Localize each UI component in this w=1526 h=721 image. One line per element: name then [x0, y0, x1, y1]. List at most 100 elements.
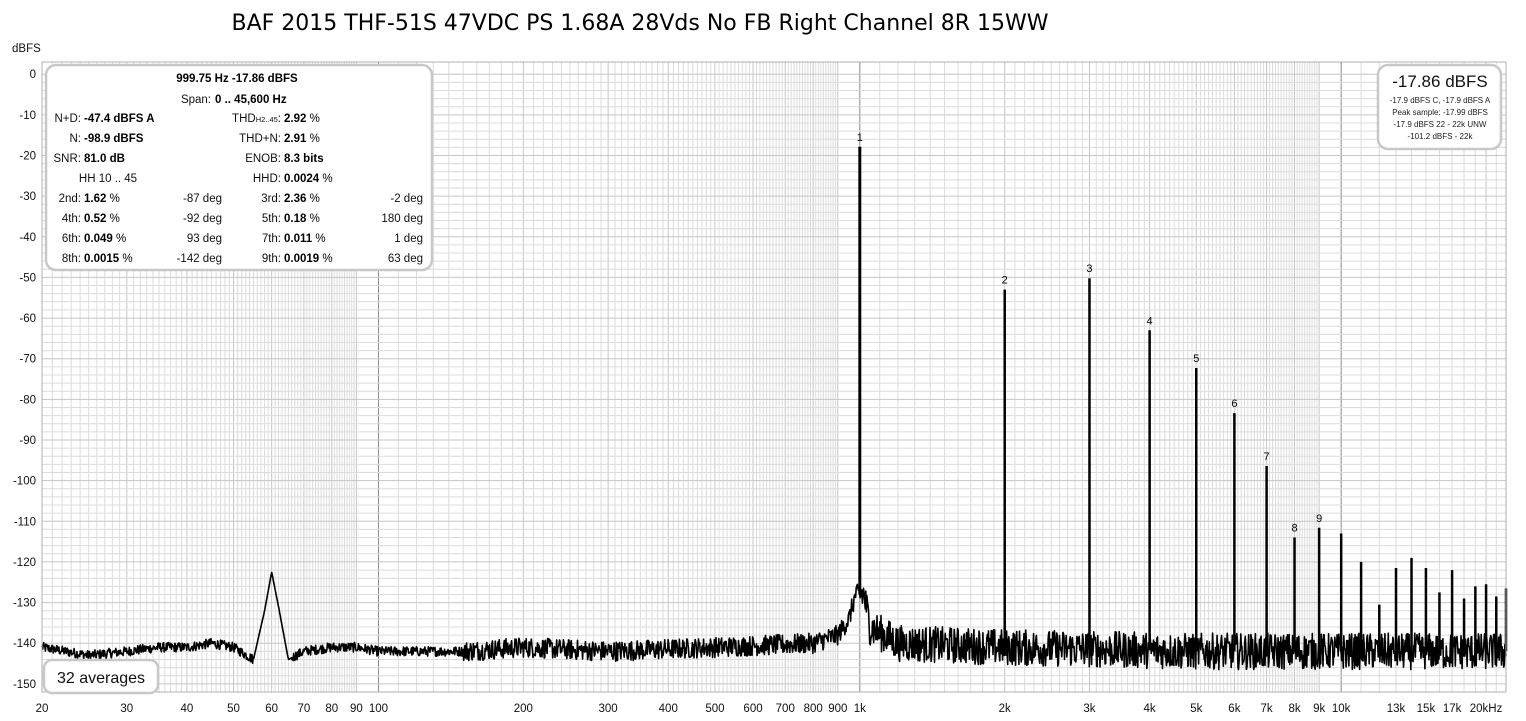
stat-label: HH 10 .. 45: [79, 173, 137, 185]
level-detail-line: -17.9 dBFS C, -17.9 dBFS A: [1390, 96, 1491, 105]
stats-span-label: Span:: [181, 94, 211, 106]
harmonic-label: 5: [1193, 353, 1199, 365]
stats-panel: 999.75 Hz -17.86 dBFS Span: 0 .. 45,600 …: [44, 63, 434, 272]
harmonic-percent: 2.36 %: [284, 193, 320, 205]
y-tick-label: -50: [19, 272, 36, 284]
y-tick-label: -150: [13, 679, 36, 691]
x-tick-label: 6k: [1228, 703, 1240, 715]
y-tick-label: -90: [19, 435, 36, 447]
harmonic-order-label: 4th:: [62, 213, 81, 225]
stats-span-value: 0 .. 45,600 Hz: [215, 94, 287, 106]
stat-value: 81.0 dB: [84, 153, 125, 165]
x-tick-label: 30: [120, 703, 133, 715]
stat-value: -47.4 dBFS A: [84, 113, 155, 125]
harmonic-phase: -142 deg: [177, 253, 222, 265]
harmonic-order-label: 9th:: [262, 253, 281, 265]
y-tick-label: -40: [19, 232, 36, 244]
harmonic-order-label: 8th:: [62, 253, 81, 265]
x-tick-label: 200: [514, 703, 533, 715]
chart-title: BAF 2015 THF-51S 47VDC PS 1.68A 28Vds No…: [231, 11, 1048, 36]
x-tick-label: 80: [325, 703, 338, 715]
averages-panel: 32 averages: [42, 658, 160, 695]
y-tick-label: -10: [19, 110, 36, 122]
y-tick-label: -110: [14, 516, 36, 528]
x-tick-label: 600: [743, 703, 762, 715]
harmonic-percent: 0.011 %: [284, 233, 326, 245]
harmonic-percent: 0.0019 %: [284, 253, 333, 265]
averages-label: 32 averages: [57, 670, 145, 687]
y-tick-label: -120: [13, 557, 36, 569]
stat-value: 2.91 %: [284, 133, 320, 145]
x-tick-label: 60: [265, 703, 278, 715]
level-detail-line: -17.9 dBFS 22 - 22k UNW: [1394, 120, 1487, 129]
stat-label: THDH2..45:: [232, 113, 281, 125]
x-tick-label: 3k: [1083, 703, 1095, 715]
y-tick-label: -130: [13, 598, 36, 610]
stat-value: -98.9 dBFS: [84, 133, 144, 145]
stat-value: 8.3 bits: [284, 153, 324, 165]
x-tick-label: 40: [181, 703, 194, 715]
harmonic-phase: 180 deg: [381, 213, 423, 225]
level-details: -17.9 dBFS C, -17.9 dBFS A Peak sample: -…: [1390, 96, 1491, 141]
harmonic-order-label: 2nd:: [59, 193, 81, 205]
harmonic-percent: 0.0015 %: [84, 253, 133, 265]
harmonic-order-label: 5th:: [262, 213, 281, 225]
x-tick-label: 90: [350, 703, 363, 715]
stat-label: N:: [70, 133, 82, 145]
y-tick-label: -30: [19, 191, 36, 203]
harmonic-percent: 1.62 %: [84, 193, 120, 205]
harmonic-label: 9: [1316, 513, 1322, 525]
y-tick-label: -20: [19, 150, 36, 162]
x-tick-label: 17k: [1443, 703, 1462, 715]
level-panel: -17.86 dBFS -17.9 dBFS C, -17.9 dBFS A Pe…: [1376, 63, 1503, 151]
y-tick-label: -100: [13, 476, 36, 488]
stat-label: THD+N:: [239, 133, 281, 145]
harmonic-label: 7: [1264, 451, 1270, 463]
stat-label: N+D:: [54, 113, 81, 125]
stats-fundamental: 999.75 Hz -17.86 dBFS: [176, 73, 298, 85]
harmonic-distortion-rows: 2nd: 1.62 % -87 deg 3rd: 2.36 % -2 deg 4th: 0.5…: [59, 193, 423, 265]
x-tick-label: 800: [804, 703, 823, 715]
y-axis-ticks: 0 -10 -20 -30 -40 -50 -60 -70 -80 -90 -100 -110 -120…: [13, 69, 36, 691]
x-tick-label: 900: [828, 703, 847, 715]
noise-floor-line: [41, 571, 1507, 671]
plot-frame: [41, 61, 1507, 693]
level-detail-line: -101.2 dBFS - 22k: [1408, 132, 1474, 141]
harmonic-phase: -2 deg: [390, 193, 423, 205]
y-tick-label: -60: [19, 313, 36, 325]
harmonic-markers: 1 2 3 4 5 6 7 8 9: [857, 132, 1322, 535]
x-tick-label: 7k: [1261, 703, 1273, 715]
stat-value: 2.92 %: [284, 113, 320, 125]
x-tick-label: 5k: [1190, 703, 1202, 715]
y-tick-label: 0: [30, 69, 36, 81]
x-axis-ticks: 20 30 40 50 60 70 80 90 100 200 300 400 500 600 700 800…: [36, 703, 1503, 715]
y-tick-label: -80: [19, 394, 36, 406]
harmonic-label: 8: [1291, 523, 1297, 535]
stat-value: 0.0024 %: [284, 173, 333, 185]
x-tick-label: 8k: [1288, 703, 1300, 715]
x-tick-label: 1k: [854, 703, 866, 715]
x-tick-label: 20: [36, 703, 49, 715]
harmonic-label: 4: [1147, 315, 1153, 327]
harmonic-phase: 1 deg: [394, 233, 423, 245]
harmonic-order-label: 3rd:: [261, 193, 281, 205]
x-tick-label: 9k: [1313, 703, 1325, 715]
stat-label: SNR:: [54, 153, 81, 165]
harmonic-percent: 0.52 %: [84, 213, 120, 225]
harmonic-label: 2: [1002, 275, 1008, 287]
x-tick-label: 500: [705, 703, 724, 715]
x-tick-label: 20kHz: [1470, 703, 1503, 715]
x-tick-label: 13k: [1387, 703, 1406, 715]
x-tick-label: 700: [776, 703, 795, 715]
y-axis-unit-label: dBFS: [12, 43, 41, 55]
stat-label: ENOB:: [245, 153, 281, 165]
level-detail-line: Peak sample: -17.99 dBFS: [1392, 108, 1488, 117]
harmonic-phase: -87 deg: [183, 193, 222, 205]
stats-rows: N+D: -47.4 dBFS A THDH2..45: 2.92 % N: -98.9 …: [54, 113, 333, 185]
harmonic-percent: 0.049 %: [84, 233, 126, 245]
harmonic-phase: 63 deg: [388, 253, 423, 265]
x-tick-label: 100: [369, 703, 388, 715]
harmonic-label: 6: [1231, 398, 1237, 410]
x-tick-label: 50: [227, 703, 240, 715]
